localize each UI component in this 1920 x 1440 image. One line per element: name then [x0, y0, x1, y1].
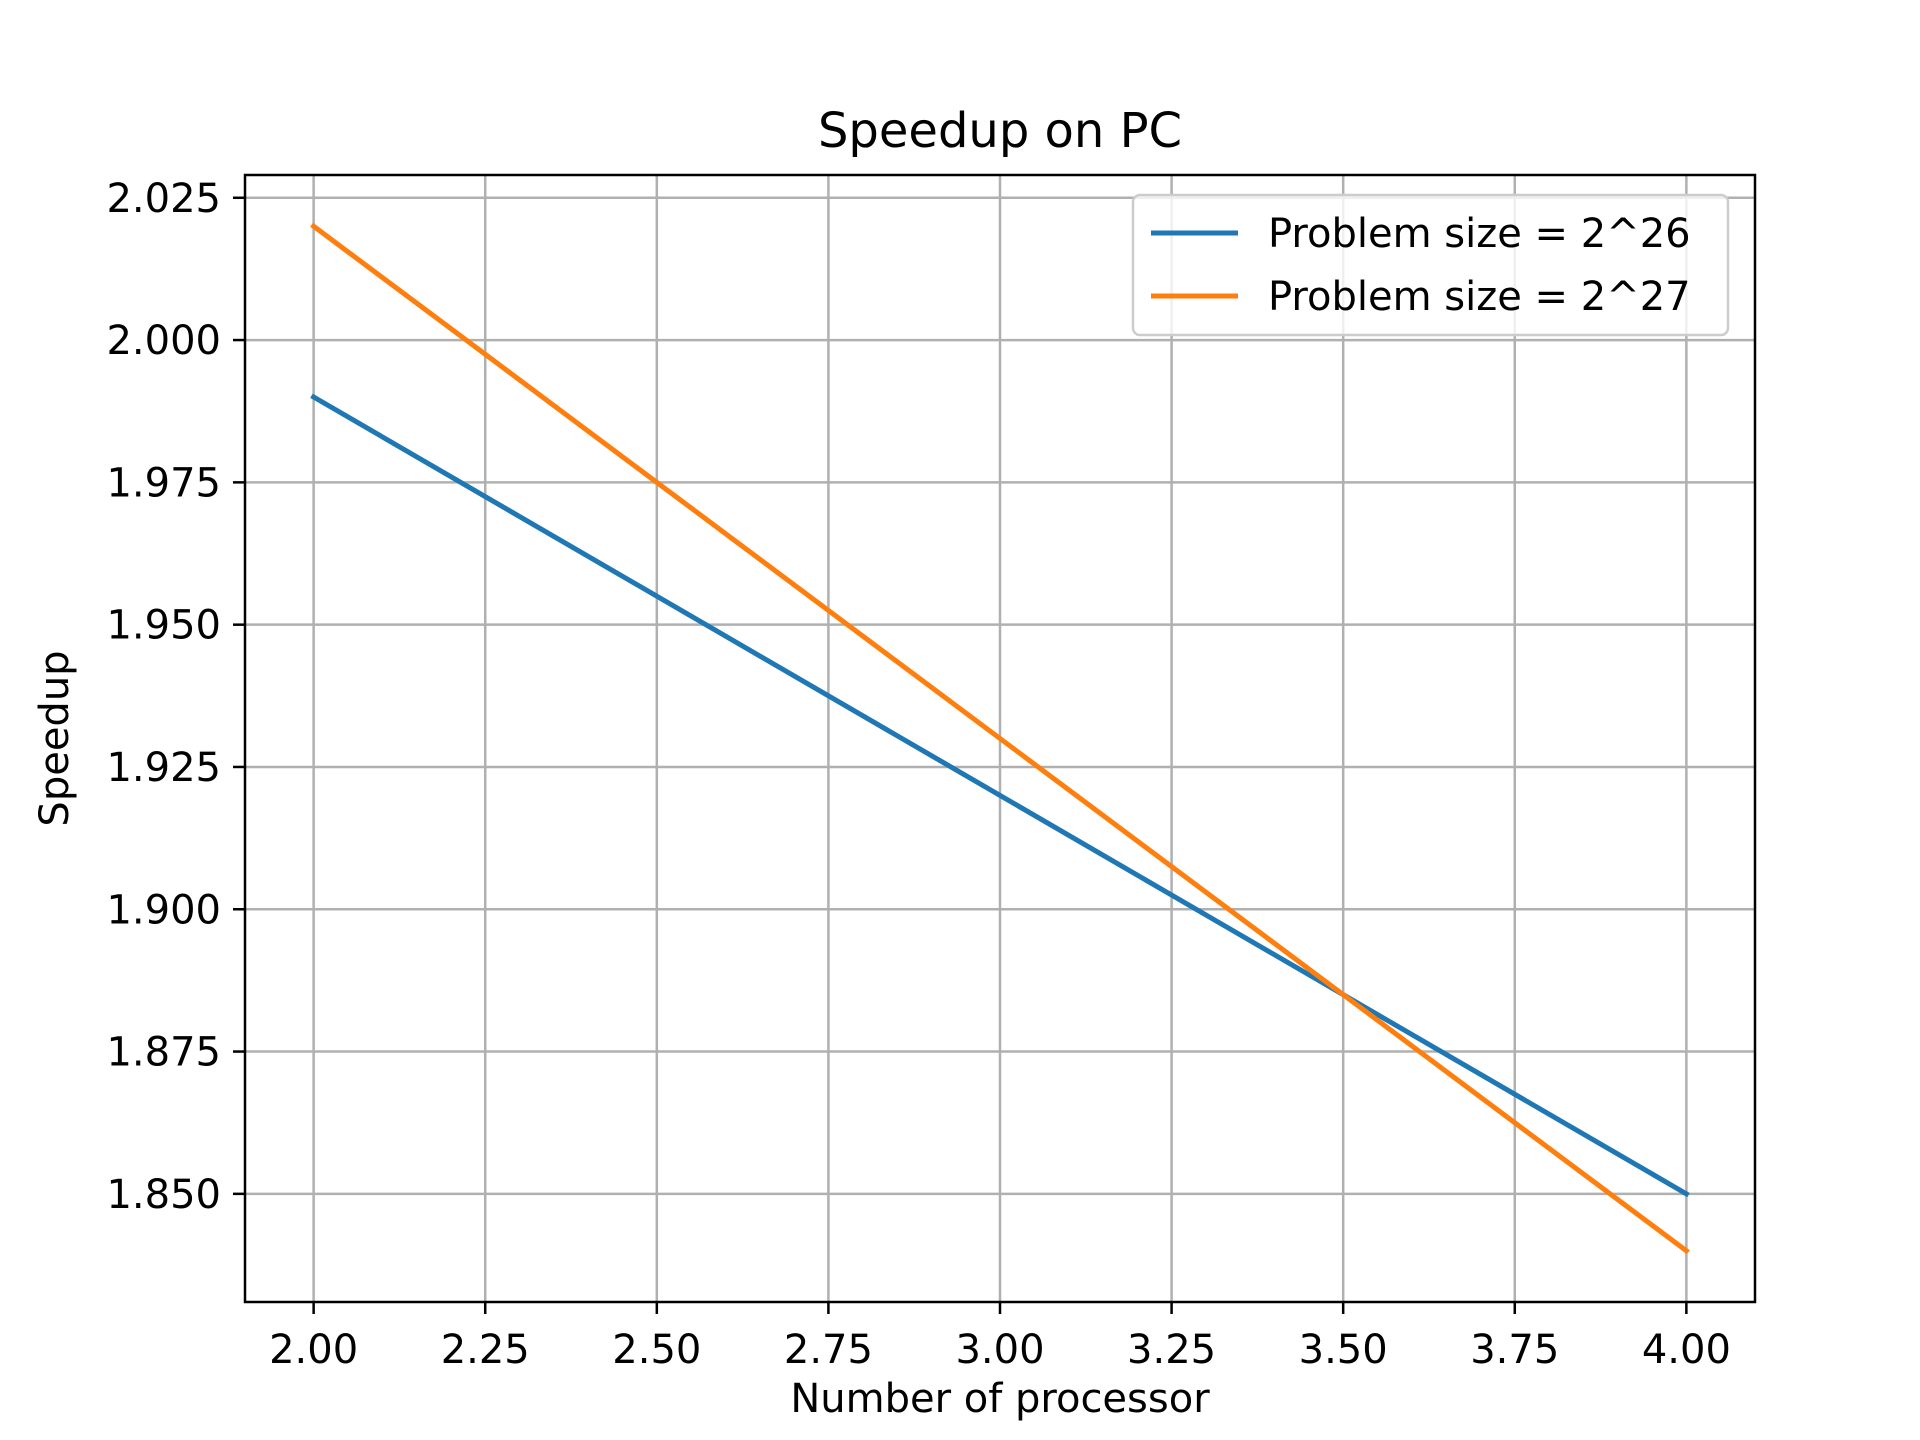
grid — [245, 175, 1755, 1302]
legend-label-1: Problem size = 2^26 — [1268, 211, 1691, 257]
axis-ticks: 2.00 2.25 2.50 2.75 3.00 3.25 3.50 3.75 4.00 1.85… — [106, 176, 1730, 1373]
y-tick-label: 2.000 — [106, 318, 221, 364]
x-tick-label: 3.25 — [1127, 1327, 1216, 1373]
x-tick-label: 3.00 — [955, 1327, 1044, 1373]
y-tick-label: 1.850 — [106, 1172, 221, 1218]
x-tick-label: 2.50 — [612, 1327, 701, 1373]
y-tick-label: 1.975 — [106, 460, 221, 506]
x-tick-label: 4.00 — [1642, 1327, 1731, 1373]
series-line-1 — [310, 393, 1690, 1198]
y-tick-label: 2.025 — [106, 176, 221, 222]
legend-label-2: Problem size = 2^27 — [1268, 274, 1691, 320]
legend: Problem size = 2^26 Problem size = 2^27 — [1131, 193, 1730, 337]
y-tick-label: 1.875 — [106, 1030, 221, 1076]
x-tick-label: 3.75 — [1470, 1327, 1559, 1373]
y-tick-label: 1.950 — [106, 603, 221, 649]
chart-title: Speedup on PC — [818, 103, 1182, 159]
x-tick-label: 3.50 — [1299, 1327, 1388, 1373]
y-axis-label: Speedup — [32, 650, 78, 826]
y-tick-label: 1.925 — [106, 745, 221, 791]
x-tick-label: 2.00 — [269, 1327, 358, 1373]
series-lines — [310, 222, 1690, 1255]
legend-box — [1131, 193, 1730, 337]
x-tick-label: 2.25 — [441, 1327, 530, 1373]
x-axis-label: Number of processor — [790, 1376, 1210, 1422]
series-line-2 — [310, 222, 1690, 1255]
y-tick-label: 1.900 — [106, 887, 221, 933]
x-tick-label: 2.75 — [784, 1327, 873, 1373]
